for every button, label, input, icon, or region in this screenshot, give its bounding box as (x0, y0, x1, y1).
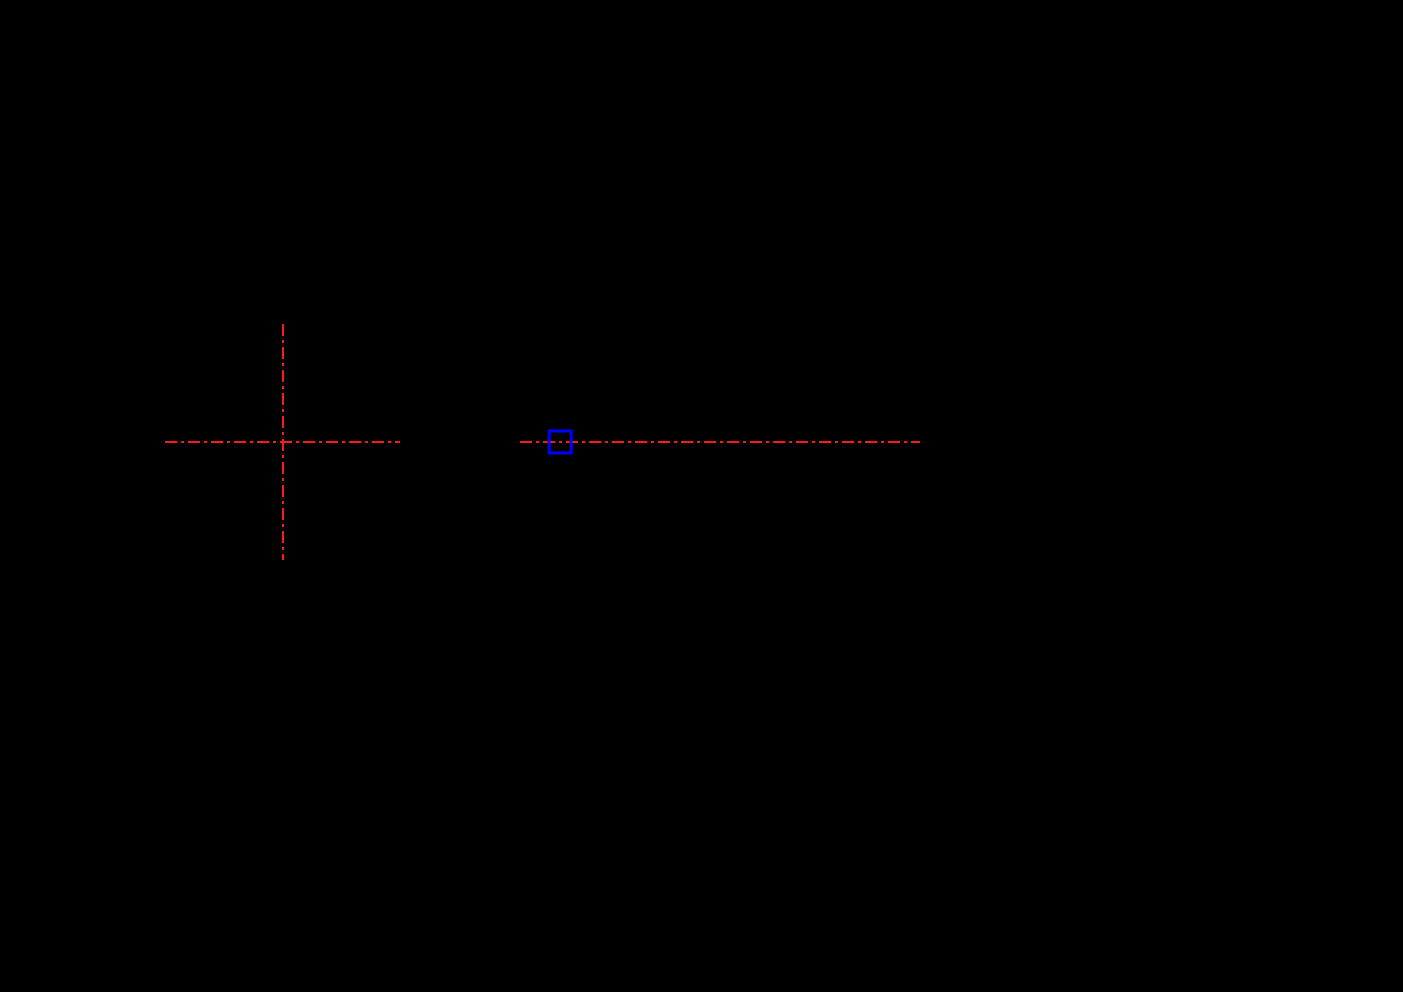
cad-drawing-canvas[interactable] (0, 0, 1403, 992)
canvas-svg (0, 0, 1403, 992)
